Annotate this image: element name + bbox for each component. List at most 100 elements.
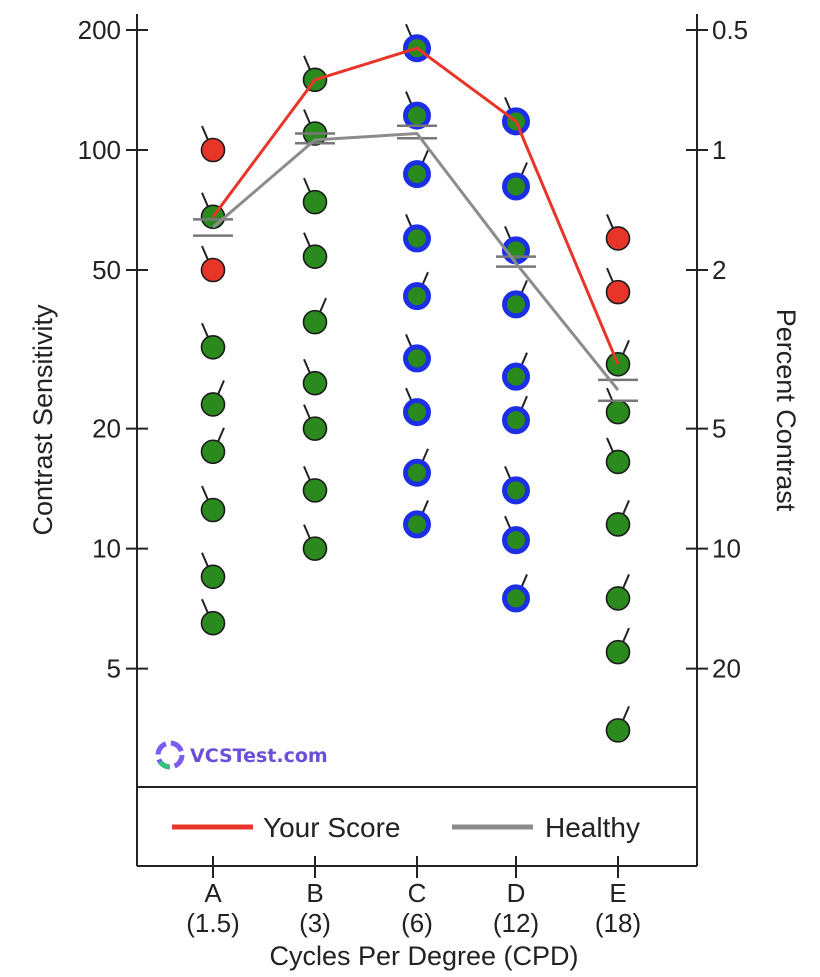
patch-circle — [200, 497, 226, 523]
patch-circle — [605, 718, 631, 743]
patch-circle — [302, 370, 328, 396]
test-patch — [605, 214, 631, 251]
patch-circle — [200, 564, 226, 590]
left-tick-label: 100 — [78, 135, 121, 165]
patch-tick-mark — [303, 109, 311, 124]
left-tick-label: 5 — [107, 654, 121, 684]
patch-circle — [403, 398, 431, 427]
test-patch — [200, 598, 226, 636]
logo-ring-icon — [155, 740, 185, 770]
test-patch — [200, 125, 226, 163]
x-category-label: A — [204, 878, 222, 908]
x-axis-title: Cycles Per Degree (CPD) — [269, 941, 578, 971]
patch-circle — [200, 439, 226, 465]
test-patch — [302, 404, 328, 441]
test-patch — [403, 271, 431, 311]
patch-tick-mark — [622, 627, 630, 643]
left-tick-label: 20 — [92, 414, 121, 444]
patch-tick-mark — [606, 267, 614, 283]
test-patch — [302, 297, 328, 335]
test-patch — [302, 465, 328, 503]
patch-tick-mark — [303, 55, 311, 71]
patch-circle — [605, 586, 631, 611]
patch-circle — [403, 344, 431, 373]
patch-circle — [502, 362, 530, 391]
x-category-label: D — [507, 878, 526, 908]
x-axis-categories: A(1.5) B(3) C(6) D(12) E(18) — [186, 856, 641, 938]
test-patch — [200, 192, 226, 230]
test-patch — [605, 705, 631, 743]
test-patch — [200, 245, 226, 283]
x-category-label: B — [306, 878, 323, 908]
test-patch — [605, 387, 631, 425]
test-patch — [200, 380, 226, 417]
patch-tick-mark — [303, 177, 311, 193]
test-patch — [605, 267, 631, 305]
test-patch — [502, 352, 530, 391]
patch-tick-mark — [606, 214, 614, 229]
test-patch — [605, 437, 631, 475]
patch-circle — [502, 172, 530, 201]
patch-circle — [403, 458, 431, 487]
patch-circle — [605, 226, 631, 251]
y-axis-title-right: Percent Contrast — [771, 309, 801, 512]
patch-circle — [200, 137, 226, 163]
test-patch — [200, 485, 226, 523]
patch-tick-mark — [201, 598, 209, 614]
patch-circle — [605, 279, 631, 305]
patch-circle — [403, 510, 431, 539]
patch-circle — [605, 512, 631, 537]
patch-circle — [502, 406, 530, 435]
patch-circle — [302, 536, 328, 561]
patch-tick-mark — [201, 485, 209, 501]
patch-tick-mark — [622, 574, 630, 589]
right-tick-label: 5 — [712, 414, 726, 444]
test-patch — [403, 334, 431, 373]
y-axis-title-left: Contrast Sensitivity — [28, 304, 58, 536]
test-patch — [302, 358, 328, 396]
patch-tick-mark — [201, 322, 209, 338]
right-tick-label: 0.5 — [712, 15, 748, 45]
patch-tick-mark — [303, 358, 311, 374]
legend-label-your-score: Your Score — [263, 812, 401, 843]
patch-circle — [502, 584, 530, 613]
test-patch — [605, 500, 631, 537]
patch-circle — [200, 257, 226, 283]
test-patch — [403, 500, 431, 539]
patch-circle — [403, 160, 431, 189]
test-patches — [200, 23, 631, 743]
x-category-label: C — [408, 878, 427, 908]
test-patch — [200, 427, 226, 465]
patch-circle — [502, 290, 530, 319]
test-patch — [302, 524, 328, 561]
series-line-your-score — [211, 46, 620, 365]
patch-tick-mark — [622, 705, 630, 721]
patch-tick-mark — [201, 125, 209, 141]
x-category-sublabel: (6) — [401, 908, 433, 938]
patch-circle — [502, 526, 530, 555]
test-patch — [502, 465, 530, 505]
patch-tick-mark — [303, 524, 311, 540]
patch-circle — [200, 334, 226, 360]
test-patch — [403, 214, 431, 253]
plot-frame — [136, 14, 698, 867]
patch-circle — [302, 189, 328, 215]
patch-circle — [403, 101, 431, 130]
right-tick-label: 1 — [712, 135, 726, 165]
test-patch — [403, 387, 431, 427]
patch-circle — [200, 392, 226, 417]
patch-circle — [403, 224, 431, 253]
right-tick-label: 20 — [712, 654, 741, 684]
patch-tick-mark — [303, 232, 311, 248]
patch-circle — [502, 476, 530, 505]
test-patch — [605, 627, 631, 665]
right-tick-label: 10 — [712, 534, 741, 564]
x-category-label: E — [609, 878, 626, 908]
patch-tick-mark — [201, 552, 209, 568]
x-category-sublabel: (18) — [595, 908, 641, 938]
patch-tick-mark — [217, 427, 225, 443]
patch-circle — [302, 244, 328, 269]
test-patch — [502, 574, 530, 613]
left-tick-label: 50 — [92, 255, 121, 285]
patch-tick-mark — [201, 192, 209, 208]
